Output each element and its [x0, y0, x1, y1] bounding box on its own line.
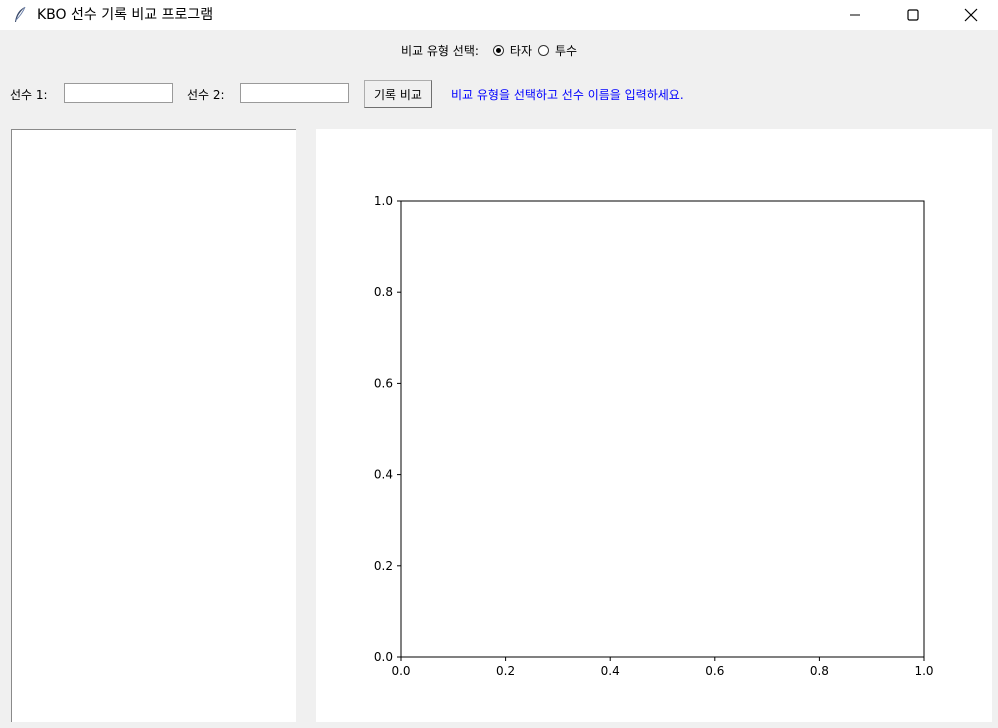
minimize-button[interactable] [832, 0, 878, 30]
axes-frame [400, 200, 925, 658]
comparison-type-row: 비교 유형 선택: 타자 투수 [401, 41, 577, 59]
close-icon [964, 8, 978, 22]
player1-label: 선수 1: [10, 88, 48, 102]
x-tick-label: 0.0 [391, 664, 410, 678]
y-tick-label: 0.6 [374, 376, 393, 390]
player2-input[interactable] [240, 83, 349, 103]
y-tick-label: 0.2 [374, 559, 393, 573]
chart-canvas: 0.0 0.2 0.4 0.6 0.8 1.0 0.0 0.2 0.4 0.6 0.8 1.0 [316, 129, 992, 722]
x-tick-label: 0.2 [496, 664, 515, 678]
result-text-panel[interactable] [11, 129, 296, 722]
player-input-row: 선수 1: 선수 2: 기록 비교 비교 유형을 선택하고 선수 이름을 입력하… [0, 80, 998, 108]
y-tick-label: 0.4 [374, 468, 393, 482]
y-tick-label: 1.0 [374, 194, 393, 208]
x-tick-label: 1.0 [914, 664, 933, 678]
radio-circle[interactable] [538, 44, 550, 56]
window-title: KBO 선수 기록 비교 프로그램 [37, 7, 214, 23]
radio-batter-label: 타자 [509, 43, 533, 58]
title-bar: KBO 선수 기록 비교 프로그램 [0, 0, 998, 30]
x-tick-label: 0.8 [810, 664, 829, 678]
compare-button[interactable]: 기록 비교 [364, 80, 432, 108]
player1-input[interactable] [64, 83, 173, 103]
close-button[interactable] [948, 0, 994, 30]
chart-svg: 0.0 0.2 0.4 0.6 0.8 1.0 0.0 0.2 0.4 0.6 0.8 1.0 [374, 194, 934, 678]
y-tick-label: 0.8 [374, 285, 393, 299]
minimize-icon [850, 14, 860, 16]
player2-label: 선수 2: [187, 88, 225, 102]
y-tick-label: 0.0 [374, 650, 393, 664]
radio-batter[interactable]: 타자 [492, 42, 533, 59]
feather-icon [15, 6, 26, 22]
status-message: 비교 유형을 선택하고 선수 이름을 입력하세요. [451, 88, 684, 102]
radio-pitcher-label: 투수 [555, 43, 578, 58]
radio-pitcher[interactable]: 투수 [538, 42, 577, 59]
x-tick-label: 0.6 [705, 664, 724, 678]
maximize-button[interactable] [890, 0, 936, 30]
x-tick-label: 0.4 [601, 664, 620, 678]
maximize-icon [907, 9, 919, 21]
radio-circle-checked[interactable] [492, 44, 504, 56]
comparison-type-label: 비교 유형 선택: [401, 43, 479, 58]
